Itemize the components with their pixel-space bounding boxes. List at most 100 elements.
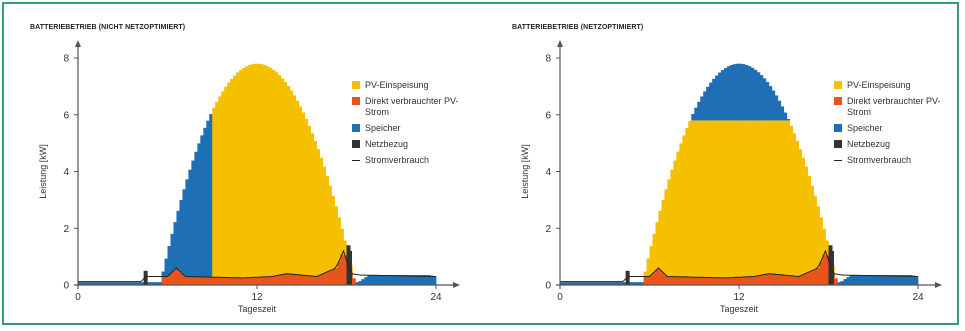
bar-pv: [251, 64, 255, 278]
bar-pv: [215, 101, 219, 278]
bar-pv: [765, 120, 770, 274]
bar-pv: [233, 75, 237, 278]
bar-pv: [786, 120, 791, 276]
x-axis-label: Tageszeit: [238, 304, 277, 314]
bar-direct: [197, 276, 201, 285]
bar-pv: [655, 222, 659, 270]
bar-storage-discharge: [119, 282, 124, 285]
bar-direct: [221, 277, 225, 285]
bar-storage: [700, 96, 704, 121]
bar-direct: [254, 277, 258, 285]
bar-storage-discharge: [421, 275, 425, 285]
y-axis-label: Leistung [kW]: [38, 144, 48, 199]
bar-storage-discharge: [104, 282, 109, 285]
y-tick-label: 2: [63, 224, 69, 235]
bar-direct: [759, 275, 764, 285]
bar-direct: [248, 277, 252, 285]
legend-item-storage: Speicher: [834, 123, 954, 134]
bar-storage: [771, 90, 776, 121]
bar-storage: [736, 63, 740, 121]
y-axis-arrow: [75, 40, 81, 47]
bar-pv: [780, 120, 785, 275]
bar-pv: [322, 166, 326, 274]
bar-storage-discharge: [583, 282, 588, 285]
bar-direct: [795, 276, 800, 285]
bar-direct: [673, 276, 677, 285]
x-axis-arrow: [935, 282, 942, 288]
bar-direct: [691, 277, 695, 285]
bar-storage-discharge: [589, 282, 594, 285]
bar-pv: [807, 175, 811, 272]
bar-direct: [236, 277, 240, 285]
bar-storage: [783, 112, 788, 121]
bar-direct: [727, 277, 731, 285]
bar-direct: [676, 276, 680, 285]
bar-pv: [227, 82, 231, 278]
bar-storage-discharge: [601, 282, 606, 285]
bar-storage-discharge: [364, 277, 368, 285]
bar-pv: [254, 63, 258, 278]
bar-direct: [316, 275, 320, 285]
bar-pv: [753, 120, 758, 277]
bar-storage-discharge: [113, 282, 118, 285]
bar-direct: [242, 277, 246, 285]
consumption-line: [560, 249, 919, 283]
bar-storage-discharge: [622, 282, 626, 285]
bar-pv: [700, 120, 704, 278]
bar-direct: [736, 277, 740, 285]
bar-direct: [700, 277, 704, 285]
bar-direct: [179, 272, 183, 285]
legend-label-consumption: Stromverbrauch: [365, 155, 430, 165]
bar-direct: [203, 276, 207, 285]
bar-storage-discharge: [900, 275, 904, 285]
bar-direct: [658, 269, 662, 285]
bar-pv: [337, 217, 341, 262]
bar-storage: [712, 78, 716, 121]
bar-direct: [209, 277, 213, 285]
bar-direct: [667, 276, 671, 285]
legend-label-storage: Speicher: [365, 123, 401, 133]
bar-direct: [313, 276, 318, 285]
bar-storage: [750, 67, 755, 121]
bar-direct: [825, 255, 829, 285]
bar-pv: [768, 120, 773, 274]
bar-pv: [792, 133, 797, 277]
bar-storage-discharge: [870, 275, 874, 285]
bar-storage: [777, 100, 782, 121]
bar-pv: [676, 151, 680, 277]
legend-label-grid: Netzbezug: [847, 139, 891, 149]
bar-storage-discharge: [433, 276, 437, 285]
bar-storage: [164, 258, 168, 277]
bar-direct: [337, 261, 341, 285]
bar-direct: [292, 274, 297, 285]
bar-storage: [747, 66, 752, 121]
bar-pv: [277, 75, 282, 276]
bar-pv: [239, 70, 243, 278]
bar-pv: [721, 120, 725, 278]
bar-storage-discharge: [861, 275, 865, 285]
bar-pv: [694, 120, 698, 278]
bar-storage-discharge: [385, 275, 389, 285]
bar-direct: [170, 272, 174, 285]
bar-direct: [257, 277, 261, 285]
bar-storage: [694, 107, 698, 121]
bar-direct: [771, 274, 776, 285]
bar-storage-discharge: [846, 277, 850, 285]
y-tick-label: 8: [545, 54, 551, 65]
legend-swatch-grid: [352, 140, 360, 148]
bar-pv: [343, 240, 347, 256]
bar-storage-discharge: [149, 282, 153, 285]
bar-storage: [697, 101, 701, 121]
bar-pv: [224, 86, 228, 278]
legend-item-pv: PV-Einspeisung: [834, 80, 954, 91]
bar-pv: [664, 189, 668, 276]
legend-item-pv: PV-Einspeisung: [352, 80, 472, 91]
bar-storage-discharge: [155, 282, 159, 285]
x-tick-label: 24: [912, 292, 924, 303]
bar-direct: [167, 275, 171, 285]
y-tick-label: 6: [545, 110, 551, 121]
bar-pv: [727, 120, 731, 278]
bar-pv: [242, 67, 246, 278]
bar-storage-discharge: [852, 275, 856, 285]
